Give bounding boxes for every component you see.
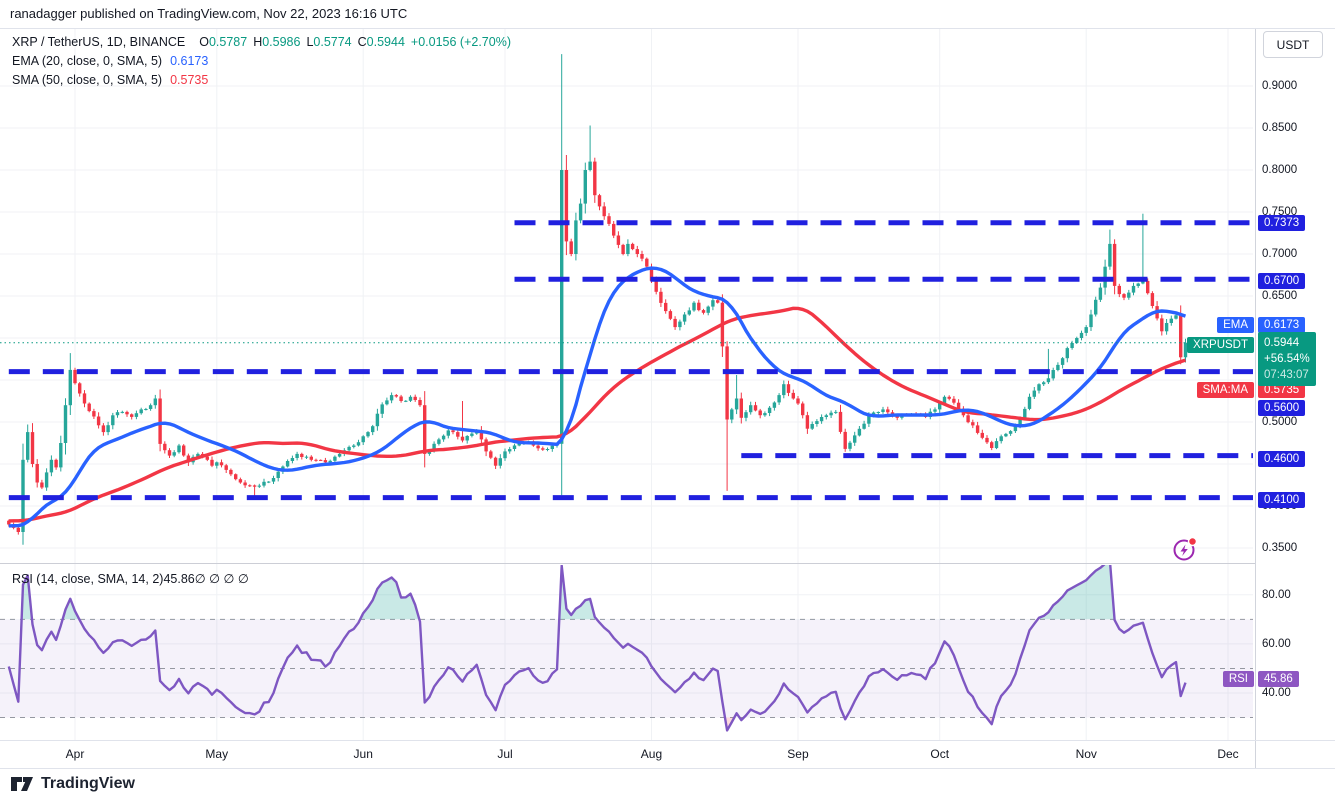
pane-divider[interactable] xyxy=(0,563,1255,564)
time-axis-label: Nov xyxy=(1075,747,1097,761)
low-value: 0.5774 xyxy=(313,35,352,49)
price-tick: 0.8500 xyxy=(1262,122,1298,134)
rsi-tick: 60.00 xyxy=(1262,637,1291,650)
ema-legend-row: EMA (20, close, 0, SMA, 5) 0.6173 xyxy=(12,52,511,71)
level-price-badge: 0.4100 xyxy=(1258,491,1306,508)
currency-toggle-button[interactable]: USDT xyxy=(1263,31,1323,58)
sma-value: 0.5735 xyxy=(170,73,209,87)
rsi-value: 45.86 xyxy=(163,572,195,586)
axis-border xyxy=(1255,28,1256,768)
attribution-text: ranadagger published on TradingView.com,… xyxy=(10,6,408,21)
price-pane-legend: XRP / TetherUS, 1D, BINANCE O0.5787 H0.598… xyxy=(12,33,511,90)
gridlines xyxy=(0,28,1253,740)
symbol-tag-badge: XRPUSDT xyxy=(1187,336,1254,353)
sma-price-badge: 0.5735 xyxy=(1258,382,1306,399)
price-tick: 0.9000 xyxy=(1262,80,1298,92)
level-price-badge: 0.7373 xyxy=(1258,214,1306,231)
rsi-label: RSI (14, close, SMA, 14, 2) xyxy=(12,572,164,586)
symbol-badge-change: +56.54% xyxy=(1264,352,1310,365)
high-value: 0.5986 xyxy=(262,35,301,49)
level-price-badge: 0.6700 xyxy=(1258,273,1306,290)
symbol-badge-countdown: 07:43:07 xyxy=(1264,368,1309,381)
ema-price-badge: 0.6173 xyxy=(1258,317,1306,334)
footer-divider xyxy=(0,768,1335,769)
time-axis-label: Dec xyxy=(1217,747,1239,761)
open-label: O xyxy=(199,35,209,49)
time-axis-label: Jul xyxy=(497,747,513,761)
ema-20-line xyxy=(8,266,1187,528)
lightning-circle-icon xyxy=(1173,536,1198,561)
price-tick: 0.6500 xyxy=(1262,290,1298,302)
tradingview-logo-icon xyxy=(11,777,33,791)
time-axis-label: Aug xyxy=(640,747,663,761)
time-axis-label: Sep xyxy=(787,747,809,761)
time-axis-label: Oct xyxy=(930,747,950,761)
price-tick: 0.3500 xyxy=(1262,542,1298,554)
header-divider xyxy=(0,28,1335,29)
level-price-badge: 0.5600 xyxy=(1258,399,1306,416)
time-axis-label: May xyxy=(205,747,229,761)
chart-canvas[interactable] xyxy=(0,0,1255,740)
rsi-pane xyxy=(0,565,1253,732)
level-price-badge: 0.4600 xyxy=(1258,450,1306,467)
sma-legend-row: SMA (50, close, 0, SMA, 5) 0.5735 xyxy=(12,71,511,90)
symbol-price-badge: 0.5944 +56.54% 07:43:07 xyxy=(1258,331,1316,386)
time-axis-divider xyxy=(0,740,1335,741)
open-value: 0.5787 xyxy=(208,35,248,49)
symbol-title: XRP / TetherUS, 1D, BINANCE xyxy=(12,35,186,49)
ema-tag-badge: EMA xyxy=(1217,317,1254,334)
symbol-badge-price: 0.5944 xyxy=(1264,336,1300,349)
price-tick: 0.8000 xyxy=(1262,164,1298,176)
rsi-value-badge: 45.86 xyxy=(1258,670,1299,687)
price-tick: 0.7000 xyxy=(1262,248,1298,260)
rsi-tick: 40.00 xyxy=(1262,687,1291,699)
close-label: C xyxy=(357,35,367,49)
high-label: H xyxy=(253,35,263,49)
tradingview-brand[interactable]: TradingView xyxy=(10,774,135,794)
close-value: 0.5944 xyxy=(366,35,405,49)
rsi-tag-badge: RSI xyxy=(1222,670,1254,687)
sma-tag-badge: SMA:MA xyxy=(1196,382,1254,399)
rsi-pane-legend: RSI (14, close, SMA, 14, 2)45.86∅ ∅ ∅ ∅ xyxy=(12,571,249,586)
ema-label: EMA (20, close, 0, SMA, 5) xyxy=(12,54,163,68)
symbol-legend-row: XRP / TetherUS, 1D, BINANCE O0.5787 H0.598… xyxy=(12,33,511,52)
price-tick: 0.5000 xyxy=(1262,416,1298,428)
tradingview-brand-label: TradingView xyxy=(41,775,135,792)
ema-value: 0.6173 xyxy=(170,54,209,68)
sma-label: SMA (50, close, 0, SMA, 5) xyxy=(12,73,163,87)
rsi-hidden-values: ∅ ∅ ∅ ∅ xyxy=(194,572,249,586)
rsi-line xyxy=(7,565,1187,732)
change-value: +0.0156 (+2.70%) xyxy=(410,35,511,49)
price-pane xyxy=(0,54,1253,545)
time-axis[interactable] xyxy=(0,741,1255,768)
boost-lightning-icon[interactable] xyxy=(1170,534,1200,564)
sma-50-line xyxy=(8,306,1187,523)
time-axis-label: Jun xyxy=(353,747,373,761)
time-axis-label: Apr xyxy=(65,747,85,761)
low-label: L xyxy=(306,35,314,49)
rsi-tick: 80.00 xyxy=(1262,588,1291,601)
